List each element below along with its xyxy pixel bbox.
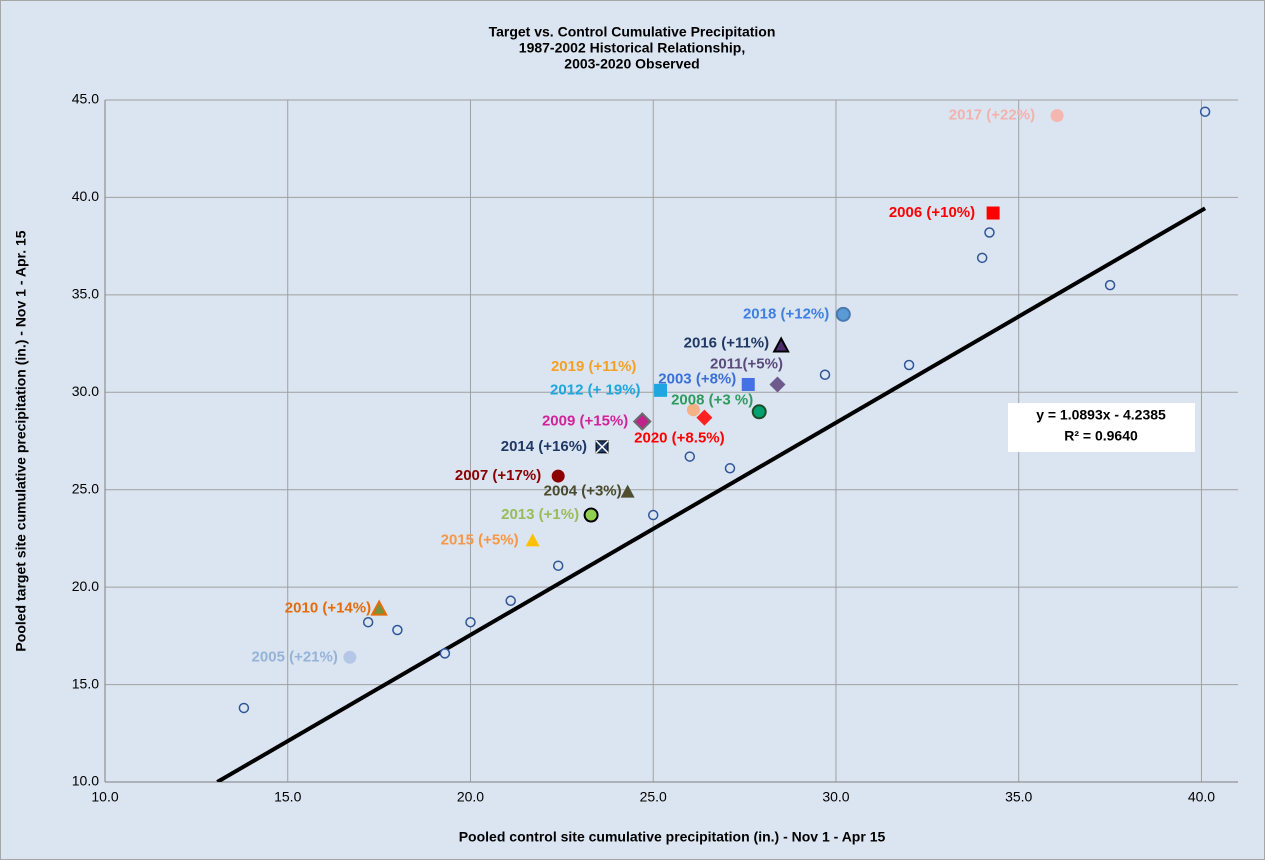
x-tick-label: 10.0 xyxy=(91,789,118,805)
y-tick-label: 30.0 xyxy=(72,383,99,399)
observed-point xyxy=(772,336,790,353)
y-axis-title: Pooled target site cumulative precipitat… xyxy=(13,230,29,651)
point-label: 2012 (+ 19%) xyxy=(550,381,640,398)
historical-point xyxy=(1199,106,1211,117)
point-label: 2017 (+22%) xyxy=(949,107,1035,124)
point-label: 2016 (+11%) xyxy=(684,334,769,351)
observed-point xyxy=(686,403,700,417)
y-tick-label: 25.0 xyxy=(72,480,99,496)
observed-point xyxy=(525,533,540,547)
observed-point xyxy=(370,599,388,616)
point-label: 2014 (+16%) xyxy=(501,438,587,455)
historical-point xyxy=(647,509,659,521)
x-tick-label: 20.0 xyxy=(457,789,484,805)
observed-point xyxy=(986,206,1000,220)
historical-point xyxy=(505,595,516,607)
observed-point xyxy=(343,650,357,664)
y-tick-label: 15.0 xyxy=(72,675,99,691)
historical-point xyxy=(903,359,915,371)
historical-point xyxy=(465,616,476,628)
point-label: 2009 (+15%) xyxy=(542,412,628,429)
historical-point xyxy=(984,227,995,238)
observed-point xyxy=(835,306,851,322)
historical-point xyxy=(238,702,250,714)
point-label: 2011(+5%) xyxy=(710,355,783,372)
y-tick-label: 35.0 xyxy=(72,286,99,302)
observed-point xyxy=(751,404,767,420)
observed-point xyxy=(696,409,713,426)
equation: y = 1.0893x - 4.2385 xyxy=(1036,407,1166,423)
x-tick-label: 35.0 xyxy=(1005,789,1032,805)
observed-point xyxy=(741,377,755,391)
x-tick-label: 40.0 xyxy=(1188,789,1215,805)
historical-point xyxy=(976,252,988,264)
historical-point xyxy=(362,616,374,628)
trendline xyxy=(216,206,1207,782)
observed-point xyxy=(632,412,652,431)
historical-point xyxy=(684,451,696,462)
y-tick-label: 45.0 xyxy=(72,91,99,107)
historical-point xyxy=(724,463,736,474)
point-label: 2007 (+17%) xyxy=(455,467,541,484)
point-label: 2020 (+8.5%) xyxy=(634,430,724,447)
point-label: 2013 (+1%) xyxy=(501,506,579,523)
historical-point xyxy=(552,560,564,571)
chart-subtitle: 1987-2002 Historical Relationship, xyxy=(519,40,745,56)
x-tick-label: 15.0 xyxy=(274,789,301,805)
equation-box xyxy=(1008,403,1195,452)
historical-point xyxy=(1104,279,1116,291)
historical-point xyxy=(392,624,403,636)
y-tick-label: 40.0 xyxy=(72,188,99,204)
point-label: 2008 (+3 %) xyxy=(671,392,753,409)
marker-x xyxy=(595,440,609,454)
y-tick-label: 10.0 xyxy=(72,773,99,789)
observed-point xyxy=(551,469,565,483)
observed-point xyxy=(769,376,786,393)
point-label: 2005 (+21%) xyxy=(252,648,338,665)
observed-point xyxy=(1050,109,1064,123)
point-label: 2015 (+5%) xyxy=(441,531,519,548)
point-label: 2006 (+10%) xyxy=(889,204,975,221)
point-label: 2010 (+14%) xyxy=(285,600,371,617)
y-tick-label: 20.0 xyxy=(72,578,99,594)
historical-point xyxy=(439,648,451,659)
chart-title: Target vs. Control Cumulative Precipitat… xyxy=(489,24,776,40)
chart-subtitle: 2003-2020 Observed xyxy=(564,56,699,72)
observed-point xyxy=(654,383,668,397)
point-label: 2019 (+11%) xyxy=(551,358,636,375)
x-axis-title: Pooled control site cumulative precipita… xyxy=(459,829,886,845)
observed-point xyxy=(620,484,635,498)
x-tick-label: 30.0 xyxy=(822,789,849,805)
r-squared: R² = 0.9640 xyxy=(1064,428,1138,444)
point-label: 2018 (+12%) xyxy=(743,305,829,322)
observed-point xyxy=(583,507,599,523)
x-tick-label: 25.0 xyxy=(640,789,667,805)
point-label: 2003 (+8%) xyxy=(658,370,736,387)
historical-point xyxy=(819,369,831,380)
point-label: 2004 (+3%) xyxy=(544,483,622,500)
observed-point xyxy=(595,440,609,454)
